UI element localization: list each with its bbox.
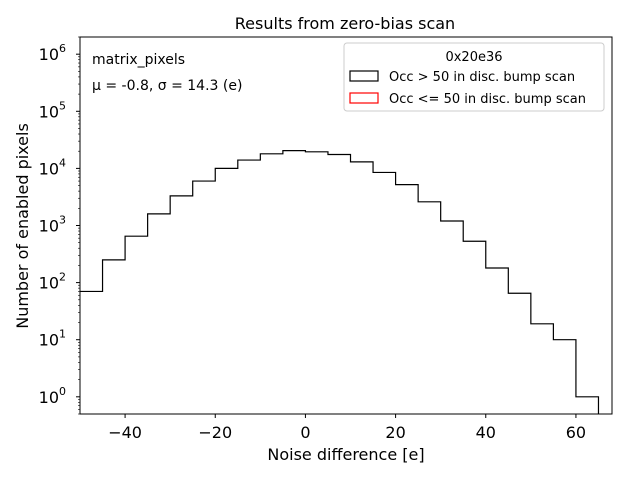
chart-title: Results from zero-bias scan: [235, 14, 455, 33]
legend-box: [343, 42, 605, 112]
y-tick-label: 103: [39, 214, 66, 236]
legend-title: 0x20e36: [445, 50, 502, 65]
y-tick-label: 106: [39, 42, 66, 64]
annotation-matrix-pixels: matrix_pixels: [92, 52, 185, 68]
legend-swatch-black: [349, 70, 379, 82]
x-tick-label: −40: [108, 423, 142, 442]
x-axis-label: Noise difference [e]: [267, 445, 424, 464]
y-tick-label: 105: [39, 99, 66, 121]
legend-label-occ-gt-50: Occ > 50 in disc. bump scan: [389, 70, 575, 85]
y-tick-label: 101: [39, 328, 66, 350]
x-tick-label: −20: [198, 423, 232, 442]
y-tick-label: 102: [39, 271, 66, 293]
legend-swatch-red: [349, 92, 379, 104]
legend-label-occ-le-50: Occ <= 50 in disc. bump scan: [389, 92, 586, 107]
annotation-mu-sigma: μ = -0.8, σ = 14.3 (e): [92, 78, 242, 94]
plot-frame: [79, 36, 613, 415]
y-axis-label: Number of enabled pixels: [13, 123, 32, 329]
x-tick-label: 60: [566, 423, 586, 442]
y-tick-label: 100: [39, 385, 66, 407]
x-tick-label: 40: [476, 423, 496, 442]
histogram-series-occ-gt-50: [80, 149, 600, 414]
x-tick-label: 20: [385, 423, 405, 442]
legend: 0x20e36 Occ > 50 in disc. bump scan Occ …: [343, 42, 605, 112]
y-tick-label: 104: [39, 156, 66, 178]
x-tick-label: 0: [300, 423, 310, 442]
